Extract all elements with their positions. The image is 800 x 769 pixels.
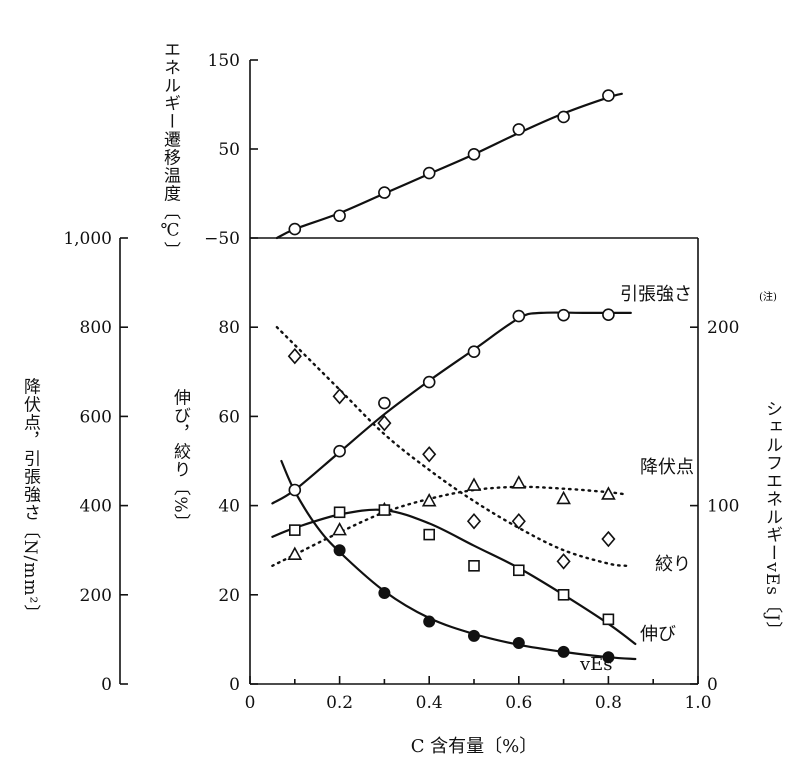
x-axis-label: C 含有量〔%〕 — [411, 736, 538, 757]
series-curve-2 — [275, 326, 628, 567]
series-0-data-point — [378, 396, 391, 410]
series-0-data-point — [602, 308, 615, 322]
series-0-data-point — [467, 345, 481, 359]
inner-y-tick-label: 20 — [218, 586, 240, 606]
series-curve-1 — [271, 485, 628, 567]
series-3-data-point — [557, 588, 570, 601]
series-1-data-point — [421, 492, 437, 507]
top-data-point — [333, 209, 346, 223]
series-4-data-point — [512, 636, 525, 649]
series-1-data-point — [601, 486, 616, 500]
top-y-axis-label: エネルギー遷移温度〔℃〕 — [160, 41, 181, 260]
outer-y-axis-label: 降伏点，引張強さ〔N/mm²〕 — [20, 378, 41, 623]
series-0-data-point — [422, 375, 436, 389]
series-3-data-point — [602, 613, 615, 626]
inner-y-tick-label: 40 — [218, 497, 240, 517]
series-0-data-point — [333, 444, 346, 458]
series-2-data-point — [511, 512, 526, 530]
top-data-point — [422, 166, 436, 180]
series-label-1: 降伏点 — [640, 457, 694, 478]
series-4-data-point — [468, 629, 480, 642]
x-tick-label: 0.8 — [595, 693, 622, 713]
series-2-data-point — [377, 414, 392, 432]
series-2-data-point — [466, 512, 482, 530]
series-2-data-point — [332, 388, 347, 405]
series-label-3: 伸び — [640, 624, 676, 645]
inner-y-tick-label: 80 — [218, 318, 240, 338]
x-tick-label: 0.4 — [416, 693, 443, 713]
inner-y-tick-label: 0 — [229, 675, 240, 695]
top-data-point — [602, 89, 615, 102]
series-4-data-point — [378, 587, 391, 600]
series-2-data-point — [601, 530, 616, 548]
series-3-data-point — [378, 504, 391, 516]
outer-y-tick-label: 800 — [80, 318, 112, 338]
series-3-data-point — [423, 528, 436, 541]
series-0-data-point — [512, 309, 526, 323]
top-y-tick-label: 50 — [218, 140, 240, 160]
x-tick-label: 1.0 — [684, 693, 711, 713]
top-data-point — [288, 222, 302, 236]
inner-y-tick-label: 60 — [218, 407, 240, 427]
series-curve-3 — [271, 508, 637, 645]
top-curve-line — [275, 92, 623, 240]
series-3-data-point — [512, 564, 525, 577]
outer-y-tick-label: 600 — [80, 407, 112, 427]
outer-y-tick-label: 0 — [101, 675, 112, 695]
top-y-tick-label: −50 — [204, 229, 240, 249]
series-0-data-point — [288, 483, 302, 497]
right-y-axis-note: (注) — [759, 290, 777, 303]
series-2-data-point — [287, 347, 302, 365]
series-1-data-point — [332, 521, 347, 536]
series-0-data-point — [557, 308, 570, 322]
series-2-data-point — [556, 553, 571, 570]
series-label-4: vEs — [579, 654, 613, 675]
top-data-point — [467, 148, 481, 161]
series-4-data-point — [602, 651, 615, 664]
top-data-point — [512, 123, 526, 136]
outer-y-tick-label: 1,000 — [63, 229, 112, 249]
right-y-tick-label: 0 — [707, 675, 718, 695]
inner-y-axis-label: 伸び，絞り〔%〕 — [170, 388, 191, 531]
series-3-data-point — [468, 560, 480, 572]
top-panel: 150 50 −50 エネルギー遷移温度〔℃〕 — [160, 41, 698, 260]
series-1-data-point — [287, 546, 303, 560]
top-data-point — [378, 186, 391, 199]
series-curve-0 — [271, 311, 632, 505]
right-y-axis-label: シェルフエネルギーvEs〔J〕 — [762, 400, 783, 640]
series-1-data-point — [556, 490, 571, 505]
outer-y-tick-label: 200 — [80, 586, 112, 606]
top-data-point — [557, 110, 570, 124]
x-tick-label: 0.6 — [505, 693, 532, 713]
series-1-data-point — [466, 477, 482, 491]
x-tick-label: 0 — [245, 693, 256, 713]
right-y-tick-label: 200 — [707, 318, 739, 338]
series-3-data-point — [288, 524, 301, 536]
series-label-0: 引張強さ — [620, 284, 692, 305]
series-1-data-point — [511, 475, 527, 489]
x-tick-label: 0.2 — [326, 693, 353, 713]
right-y-tick-label: 100 — [707, 497, 739, 517]
outer-y-tick-label: 400 — [80, 497, 112, 517]
series-4-data-point — [333, 544, 346, 557]
series-4-data-point — [557, 645, 570, 658]
series-2-data-point — [422, 446, 437, 463]
series-4-data-point — [423, 615, 436, 628]
top-y-tick-label: 150 — [208, 51, 240, 71]
series-3-data-point — [333, 506, 346, 519]
series-label-2: 絞り — [655, 554, 691, 575]
